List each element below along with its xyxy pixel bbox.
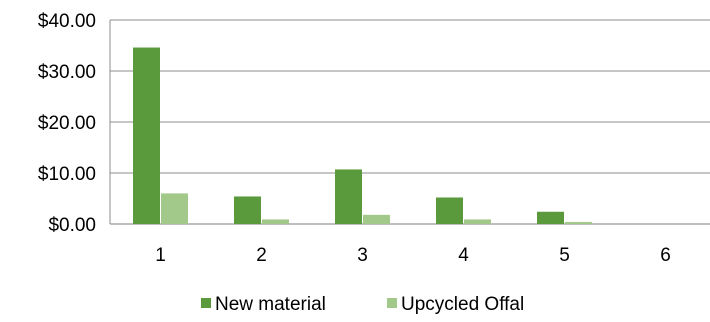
x-tick-label: 1 <box>155 245 166 266</box>
y-tick-label: $20.00 <box>38 113 96 134</box>
bar-upcycled-offal <box>565 221 592 224</box>
x-tick-label: 5 <box>559 245 570 266</box>
y-axis-tick-labels: $0.00 $10.00 $20.00 $30.00 $40.00 <box>38 11 96 236</box>
bar-upcycled-offal <box>161 193 188 224</box>
bars <box>133 47 592 224</box>
bar-new-material <box>537 211 564 224</box>
bar-new-material <box>335 169 362 224</box>
bar-new-material <box>436 197 463 224</box>
bar-new-material <box>133 47 160 224</box>
legend-label-new-material: New material <box>215 294 326 315</box>
y-tick-label: $0.00 <box>48 215 96 236</box>
y-tick-label: $30.00 <box>38 62 96 83</box>
legend-swatch-upcycled-offal <box>387 298 397 308</box>
y-tick-label: $40.00 <box>38 11 96 32</box>
x-tick-label: 4 <box>458 245 469 266</box>
legend-swatch-new-material <box>201 298 211 308</box>
legend-label-upcycled-offal: Upcycled Offal <box>401 294 524 315</box>
bar-upcycled-offal <box>363 214 390 224</box>
x-tick-label: 3 <box>357 245 368 266</box>
bar-upcycled-offal <box>464 219 491 224</box>
gridlines <box>109 19 710 225</box>
x-tick-label: 2 <box>256 245 267 266</box>
legend: New material Upcycled Offal <box>201 294 524 315</box>
bar-new-material <box>234 196 261 224</box>
x-axis-tick-labels: 1 2 3 4 5 6 <box>155 245 671 266</box>
y-tick-label: $10.00 <box>38 164 96 185</box>
bar-upcycled-offal <box>262 219 289 224</box>
x-tick-label: 6 <box>660 245 671 266</box>
